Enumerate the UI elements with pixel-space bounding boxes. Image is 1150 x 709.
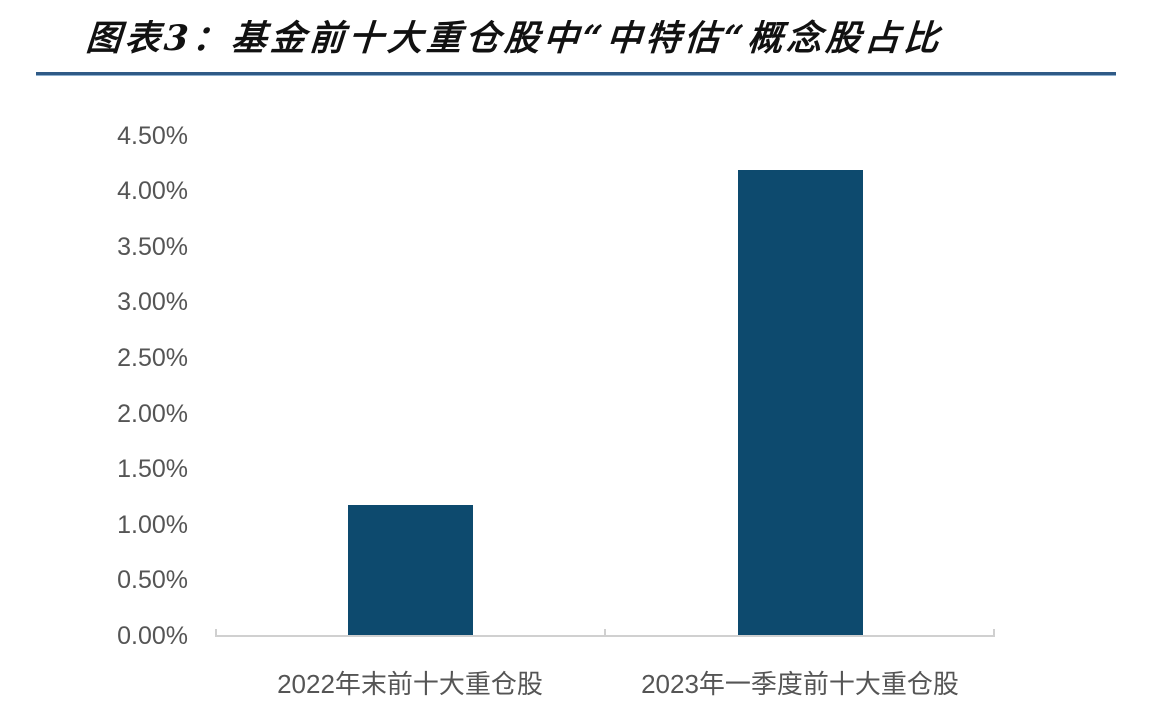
x-axis-tick [604,629,606,637]
y-tick-label: 4.50% [117,122,188,150]
bar-2022-year-end [347,504,473,636]
y-tick-label: 2.50% [117,344,188,372]
y-tick-label: 0.00% [117,622,188,650]
y-tick-label: 3.00% [117,288,188,316]
x-axis-tick [993,629,995,637]
y-tick-label: 4.00% [117,177,188,205]
x-category-label: 2023年一季度前十大重仓股 [641,669,959,699]
y-tick-label: 3.50% [117,233,188,261]
bar-2023-q1 [737,169,863,636]
y-tick-label: 1.50% [117,455,188,483]
y-tick-label: 1.00% [117,511,188,539]
title-divider [36,72,1116,75]
y-tick-label: 0.50% [117,566,188,594]
y-tick-label: 2.00% [117,400,188,428]
x-axis-tick [215,629,217,637]
x-category-label: 2022年末前十大重仓股 [277,669,543,699]
